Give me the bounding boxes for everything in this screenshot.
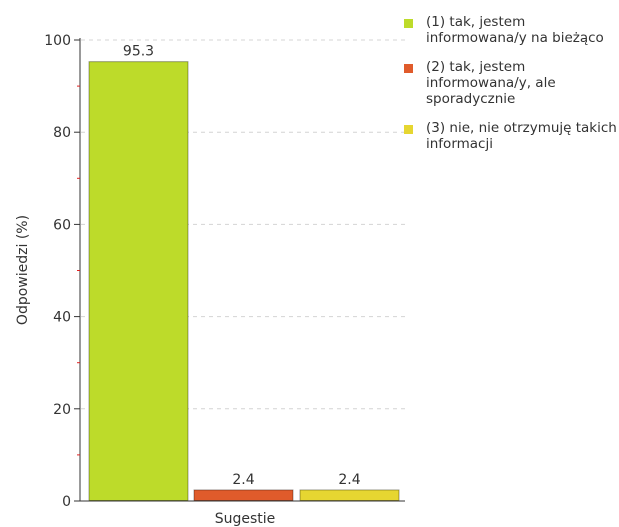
- legend-swatch: [404, 19, 413, 28]
- y-tick-label: 100: [44, 33, 71, 49]
- bar: [88, 61, 189, 502]
- legend-swatch: [404, 125, 413, 134]
- bar-value-label: 2.4: [232, 472, 254, 488]
- y-tick-label: 80: [53, 125, 71, 141]
- y-axis-title: Odpowiedzi (%): [15, 215, 31, 325]
- y-tick-label: 40: [53, 310, 71, 326]
- y-tick-label: 0: [62, 494, 71, 510]
- x-axis-title: Sugestie: [215, 511, 276, 527]
- legend-item-2: (2) tak, jestem informowana/y, ale spora…: [402, 59, 617, 107]
- legend-item-1: (1) tak, jestem informowana/y na bieżąco: [402, 14, 617, 46]
- bar: [193, 489, 294, 502]
- bars: [88, 61, 400, 502]
- value-labels: 95.3 2.4 2.4: [123, 44, 361, 488]
- legend-label: (3) nie, nie otrzymuję takich informacji: [426, 120, 617, 152]
- y-tick-label: 60: [53, 217, 71, 233]
- legend: (1) tak, jestem informowana/y na bieżąco…: [402, 14, 617, 165]
- legend-swatch: [404, 64, 413, 73]
- legend-item-3: (3) nie, nie otrzymuję takich informacji: [402, 120, 617, 152]
- bar: [299, 489, 400, 502]
- bar-value-label: 2.4: [338, 472, 360, 488]
- legend-label: (1) tak, jestem informowana/y na bieżąco: [426, 14, 604, 46]
- grid-lines: [81, 39, 405, 410]
- y-axis-ticks: 0 20 40 60 80 100: [44, 33, 80, 510]
- axes: [79, 38, 405, 502]
- bar-value-label: 95.3: [123, 44, 154, 60]
- y-tick-label: 20: [53, 402, 71, 418]
- legend-label: (2) tak, jestem informowana/y, ale spora…: [426, 59, 556, 107]
